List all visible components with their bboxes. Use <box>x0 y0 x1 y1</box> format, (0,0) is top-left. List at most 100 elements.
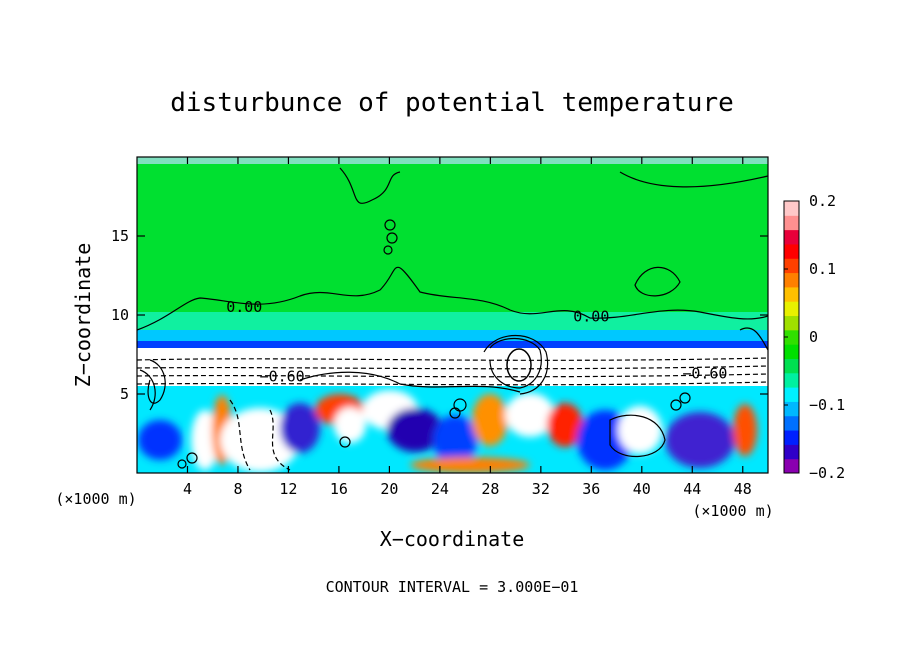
colorbar-segment <box>784 201 799 216</box>
field-saturated-layer <box>137 348 768 386</box>
x-axis: 4 8 12 16 20 24 28 32 36 40 44 48 <box>183 157 752 498</box>
contour-line <box>619 171 768 188</box>
field-patch <box>505 393 555 437</box>
contour-line <box>186 452 198 464</box>
contour-line <box>739 327 768 351</box>
colorbar-segment <box>784 387 799 402</box>
contour-line <box>483 334 549 395</box>
x-tick-label: 16 <box>330 480 348 498</box>
colorbar-segment <box>784 243 799 259</box>
x-axis-label: X−coordinate <box>380 527 525 551</box>
field-patch <box>472 394 508 446</box>
contour-line <box>339 436 351 448</box>
field-patch <box>547 403 583 447</box>
contour-line <box>384 219 396 231</box>
contour-lines <box>137 167 768 471</box>
contour-line <box>147 359 166 404</box>
colorbar-tick-label: −0.2 <box>809 464 845 482</box>
colorbar-segment <box>784 301 799 317</box>
contour-label: −0.60 <box>260 368 305 386</box>
x-tick-label: 28 <box>481 480 499 498</box>
colorbar-segment <box>784 344 799 359</box>
contour-line <box>137 365 768 370</box>
x-tick-label: 48 <box>734 480 752 498</box>
contour-line <box>137 357 768 361</box>
x-tick-label: 24 <box>431 480 449 498</box>
colorbar-segment <box>784 372 799 388</box>
field-patch <box>334 407 366 443</box>
contour-line <box>137 266 768 331</box>
contour-interval-note: CONTOUR INTERVAL = 3.000E−01 <box>326 578 579 596</box>
contour-line <box>609 414 666 458</box>
field-band-blue <box>137 341 768 348</box>
colorbar-segment <box>784 329 799 345</box>
contour-line <box>383 245 393 255</box>
contour-line <box>386 232 398 244</box>
contour-line <box>177 459 187 469</box>
field-patch <box>733 404 757 456</box>
colorbar-segment <box>784 415 799 431</box>
colorbar-segment <box>784 272 799 288</box>
contour-label: 0.00 <box>573 308 609 326</box>
x-tick-label: 20 <box>380 480 398 498</box>
colorbar-ticks: 0.2 0.1 0 −0.1 −0.2 <box>784 192 845 482</box>
colorbar-segment <box>784 258 799 274</box>
field-upper-region <box>137 157 768 337</box>
colorbar-segment <box>784 229 799 245</box>
x-tick-label: 36 <box>582 480 600 498</box>
contour-line <box>137 373 768 378</box>
contour-line <box>670 399 682 411</box>
x-tick-label: 32 <box>532 480 550 498</box>
colorbar-tick-label: 0.2 <box>809 192 836 210</box>
colorbar-segment <box>784 215 799 231</box>
plot-area: 0.00 0.00 −0.60 −0.60 <box>137 157 768 473</box>
colorbar-segment <box>784 286 799 302</box>
contour-label: −0.60 <box>682 364 727 382</box>
field-patch <box>433 415 477 465</box>
field-plume-core <box>506 348 532 382</box>
field-patch <box>191 410 219 470</box>
field-patch <box>220 408 300 472</box>
x-tick-label: 40 <box>633 480 651 498</box>
contour-line <box>339 167 401 204</box>
colorbar <box>783 200 800 474</box>
colorbar-tick-label: 0 <box>809 328 818 346</box>
field-top-noise <box>137 157 768 164</box>
colorbar-segment <box>784 444 799 460</box>
field-band-lightblue <box>137 330 768 342</box>
field-patch <box>618 406 662 454</box>
contour-line <box>269 409 291 471</box>
field-patch <box>410 457 530 473</box>
contour-line <box>139 369 156 411</box>
x-axis-unit-right: (×1000 m) <box>692 502 773 520</box>
y-tick-label: 5 <box>120 385 129 403</box>
colorbar-segment <box>784 315 799 331</box>
colorbar-segment <box>784 358 799 374</box>
colorbar-segment <box>784 430 799 445</box>
contour-label: 0.00 <box>226 298 262 316</box>
colorbar-tick-label: 0.1 <box>809 260 836 278</box>
contour-labels: 0.00 0.00 −0.60 −0.60 <box>226 298 727 386</box>
contour-line <box>634 266 681 297</box>
contour-line <box>449 407 461 419</box>
y-tick-label: 15 <box>111 227 129 245</box>
y-tick-label: 10 <box>111 306 129 324</box>
contour-line <box>679 392 691 404</box>
y-axis: 5 10 15 <box>111 227 768 403</box>
x-tick-label: 8 <box>233 480 242 498</box>
x-tick-label: 12 <box>279 480 297 498</box>
field-patch <box>665 412 735 468</box>
y-axis-label: Z−coordinate <box>71 243 95 388</box>
contour-line <box>489 337 542 389</box>
chart-title: disturbunce of potential temperature <box>170 88 734 118</box>
colorbar-segment <box>784 458 799 474</box>
contour-line <box>229 399 251 471</box>
field-patch <box>387 408 443 452</box>
field-patch <box>280 403 320 453</box>
heatmap-field <box>137 157 768 473</box>
x-tick-label: 44 <box>683 480 701 498</box>
contour-line <box>299 371 521 393</box>
colorbar-segment <box>784 401 799 417</box>
x-axis-unit-left: (×1000 m) <box>55 490 136 508</box>
